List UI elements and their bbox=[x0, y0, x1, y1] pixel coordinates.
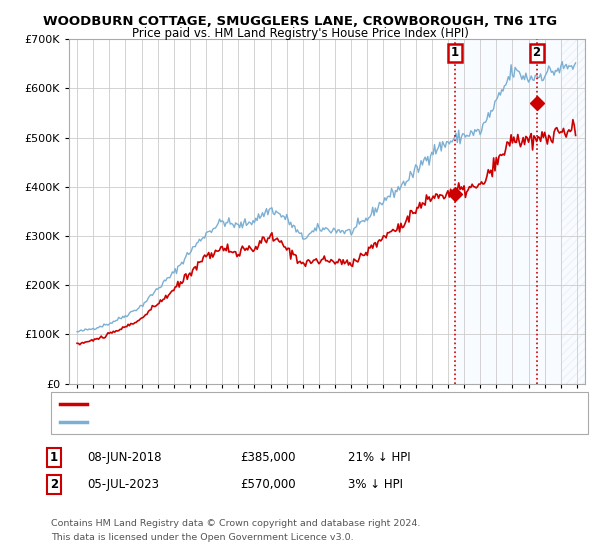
Text: HPI: Average price, detached house, Wealden: HPI: Average price, detached house, Weal… bbox=[91, 417, 329, 427]
Text: £385,000: £385,000 bbox=[240, 451, 296, 464]
Text: WOODBURN COTTAGE, SMUGGLERS LANE, CROWBOROUGH, TN6 1TG: WOODBURN COTTAGE, SMUGGLERS LANE, CROWBO… bbox=[43, 15, 557, 28]
Text: 21% ↓ HPI: 21% ↓ HPI bbox=[348, 451, 410, 464]
Text: WOODBURN COTTAGE, SMUGGLERS LANE, CROWBOROUGH, TN6 1TG (detached house): WOODBURN COTTAGE, SMUGGLERS LANE, CROWBO… bbox=[91, 399, 550, 409]
Text: 3% ↓ HPI: 3% ↓ HPI bbox=[348, 478, 403, 491]
Text: 1: 1 bbox=[50, 451, 58, 464]
Bar bbox=[455, 39, 585, 384]
Text: 2: 2 bbox=[50, 478, 58, 491]
Text: £570,000: £570,000 bbox=[240, 478, 296, 491]
Text: 2: 2 bbox=[533, 46, 541, 59]
Text: Price paid vs. HM Land Registry's House Price Index (HPI): Price paid vs. HM Land Registry's House … bbox=[131, 27, 469, 40]
Text: 1: 1 bbox=[451, 46, 459, 59]
Bar bbox=[561, 39, 585, 384]
Text: 08-JUN-2018: 08-JUN-2018 bbox=[87, 451, 161, 464]
Text: This data is licensed under the Open Government Licence v3.0.: This data is licensed under the Open Gov… bbox=[51, 533, 353, 542]
Text: 05-JUL-2023: 05-JUL-2023 bbox=[87, 478, 159, 491]
Text: Contains HM Land Registry data © Crown copyright and database right 2024.: Contains HM Land Registry data © Crown c… bbox=[51, 519, 421, 528]
